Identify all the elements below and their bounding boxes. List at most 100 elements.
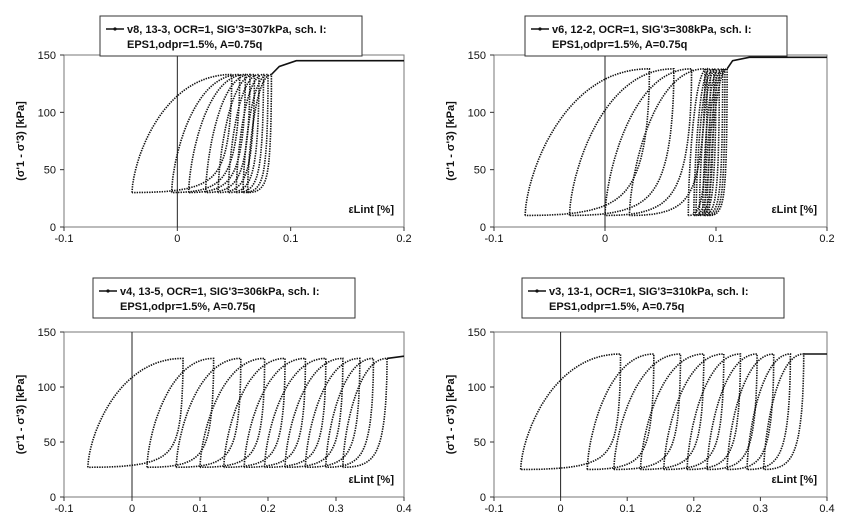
legend-marker	[535, 289, 539, 293]
x-tick-label: 0	[174, 233, 180, 245]
loop-9	[746, 353, 792, 471]
y-axis-label: (σ'1 - σ'3) [kPa]	[15, 374, 27, 454]
x-axis-label: εLint [%]	[348, 204, 394, 216]
x-tick-label: -0.1	[55, 503, 74, 515]
legend-marker	[113, 27, 117, 31]
legend: v6, 12-2, OCR=1, SIG'3=308kPa, sch. I: EP…	[524, 15, 788, 57]
x-tick-label: -0.1	[485, 233, 504, 245]
legend: v4, 13-5, OCR=1, SIG'3=306kPa, sch. I: EP…	[92, 277, 356, 319]
loop-4	[204, 73, 251, 194]
x-tick-label: -0.1	[485, 503, 504, 515]
x-tick-label: 0	[558, 503, 564, 515]
y-tick-label: 0	[480, 222, 486, 234]
x-axis-label: εLint [%]	[771, 474, 817, 486]
x-tick-label: 0	[129, 503, 135, 515]
series-1	[131, 59, 404, 194]
y-tick-label: 0	[50, 222, 56, 234]
y-tick-label: 50	[44, 165, 56, 177]
x-tick-label: 0.4	[819, 503, 834, 515]
legend-box	[521, 277, 785, 319]
legend-box	[524, 15, 788, 57]
plot-area	[493, 54, 828, 228]
legend-line-2: EPS1,odpr=1.5%, A=0.75q	[120, 301, 255, 313]
loop-7	[235, 73, 265, 194]
series-1	[87, 355, 404, 469]
loop-10	[704, 67, 724, 217]
legend-line-2: EPS1,odpr=1.5%, A=0.75q	[552, 39, 687, 51]
loop-2	[586, 353, 655, 471]
legend-box	[99, 15, 363, 57]
loop-8	[698, 67, 717, 217]
loop-3	[604, 67, 693, 217]
plot-area	[493, 331, 828, 498]
legend-line-2: EPS1,odpr=1.5%, A=0.75q	[127, 39, 262, 51]
loop-2	[568, 67, 675, 217]
loop-12	[708, 67, 728, 217]
loop-10	[325, 357, 375, 469]
x-tick-label: 0.1	[620, 503, 635, 515]
x-tick-label: 0	[602, 233, 608, 245]
y-tick-label: 100	[38, 382, 56, 394]
y-tick-label: 0	[50, 492, 56, 504]
y-tick-label: 150	[38, 327, 56, 339]
loop-9	[304, 357, 361, 469]
legend-marker	[106, 289, 110, 293]
y-tick-label: 50	[474, 165, 486, 177]
x-tick-label: -0.1	[55, 233, 74, 245]
loop-8	[726, 353, 775, 471]
legend-line-1: v6, 12-2, OCR=1, SIG'3=308kPa, sch. I:	[552, 24, 752, 36]
x-axis-label: εLint [%]	[771, 204, 817, 216]
y-axis-label: (σ'1 - σ'3) [kPa]	[445, 101, 457, 181]
y-tick-label: 150	[38, 50, 56, 62]
y-axis-label: (σ'1 - σ'3) [kPa]	[15, 101, 27, 181]
loop-6	[693, 67, 712, 217]
y-tick-label: 100	[468, 382, 486, 394]
x-tick-label: 0.2	[396, 233, 411, 245]
loop-7	[263, 357, 327, 469]
loop-1	[87, 357, 184, 469]
loop-1	[519, 353, 622, 471]
x-tick-label: 0.3	[328, 503, 343, 515]
loop-5	[223, 357, 286, 469]
final-branch	[726, 56, 827, 70]
y-tick-label: 0	[480, 492, 486, 504]
series-1	[519, 353, 827, 471]
y-tick-label: 50	[474, 437, 486, 449]
loop-1	[131, 73, 233, 194]
y-tick-label: 150	[468, 50, 486, 62]
legend-line-1: v3, 13-1, OCR=1, SIG'3=310kPa, sch. I:	[549, 286, 749, 298]
loop-7	[706, 353, 758, 471]
x-tick-label: 0.1	[708, 233, 723, 245]
final-branch	[270, 59, 404, 76]
x-tick-label: 0.1	[283, 233, 298, 245]
loop-5	[687, 67, 708, 217]
x-tick-label: 0.2	[819, 233, 834, 245]
legend-line-1: v4, 13-5, OCR=1, SIG'3=306kPa, sch. I:	[120, 286, 320, 298]
x-tick-label: 0.1	[192, 503, 207, 515]
x-tick-label: 0.2	[686, 503, 701, 515]
legend-line-2: EPS1,odpr=1.5%, A=0.75q	[549, 301, 684, 313]
loop-3	[175, 357, 242, 469]
loop-11	[342, 357, 388, 469]
loop-5	[217, 73, 256, 194]
loop-1	[524, 67, 651, 217]
x-tick-label: 0.2	[260, 503, 275, 515]
x-axis-label: εLint [%]	[348, 474, 394, 486]
loop-8	[284, 357, 344, 469]
loop-2	[170, 73, 241, 194]
y-tick-label: 100	[38, 107, 56, 119]
x-tick-label: 0.4	[396, 503, 411, 515]
plot-area	[63, 331, 405, 498]
y-axis-label: (σ'1 - σ'3) [kPa]	[445, 374, 457, 454]
legend-line-1: v8, 13-3, OCR=1, SIG'3=307kPa, sch. I:	[127, 24, 327, 36]
loop-7	[695, 67, 715, 217]
loop-5	[663, 353, 725, 471]
loop-6	[243, 357, 307, 469]
loop-4	[199, 357, 266, 469]
series-1	[524, 56, 827, 217]
legend: v3, 13-1, OCR=1, SIG'3=310kPa, sch. I: EP…	[521, 277, 785, 319]
